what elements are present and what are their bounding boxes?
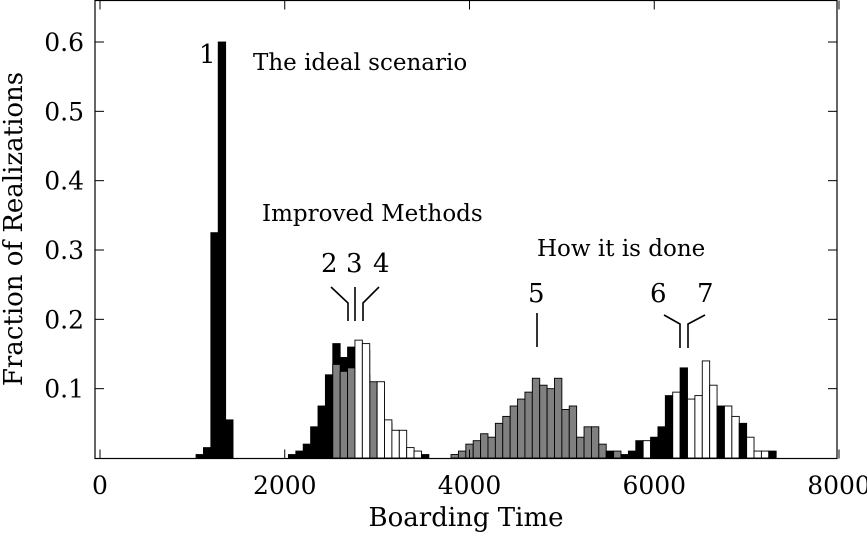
histogram-bar	[369, 381, 378, 459]
y-tick-labels: 0.1 0.2 0.3 0.4 0.5 0.6	[44, 28, 84, 404]
x-tick-label: 6000	[622, 471, 686, 500]
histogram-bar	[347, 367, 356, 459]
histogram-bar	[635, 440, 644, 459]
x-axis-label: Boarding Time	[369, 503, 564, 533]
annotation-how-it-is-done: How it is done	[537, 236, 705, 262]
histogram-bar	[687, 398, 696, 459]
y-tick-label: 0.6	[44, 28, 84, 57]
histogram-bar	[324, 374, 334, 459]
histogram-bar	[716, 405, 725, 459]
histogram-bar	[406, 447, 415, 459]
annotation-label-6: 6	[650, 279, 667, 309]
pointer-7	[687, 314, 706, 348]
histogram-bar	[361, 343, 371, 459]
histogram-bar	[605, 450, 615, 459]
y-tick-label: 0.1	[44, 375, 84, 404]
plot-frame	[94, 0, 838, 460]
histogram-bar	[413, 450, 422, 459]
histogram-bar	[310, 426, 319, 459]
annotation-improved-methods: Improved Methods	[262, 201, 483, 227]
histogram-bar	[517, 398, 526, 459]
histogram-bar	[546, 388, 555, 459]
histogram-bar	[295, 450, 304, 459]
annotation-ideal-scenario: The ideal scenario	[253, 50, 467, 76]
histogram-bar	[217, 41, 227, 459]
y-tick-label: 0.2	[44, 305, 84, 334]
histogram-bar	[302, 443, 312, 459]
histogram-bar	[332, 363, 341, 459]
pointer-2	[330, 286, 349, 321]
x-tick-label: 2000	[253, 471, 317, 500]
histogram-bar	[195, 454, 204, 459]
annotation-label-4: 4	[373, 249, 390, 279]
histogram-bar	[502, 415, 511, 459]
histogram-bar	[210, 232, 219, 459]
histogram-bar	[738, 422, 748, 459]
histogram-bar	[421, 454, 430, 459]
histogram-bar	[480, 433, 489, 459]
annotation-label-2: 2	[321, 249, 338, 279]
histogram-bar	[539, 384, 548, 459]
histogram-bar	[724, 405, 733, 459]
y-axis-label: Fraction of Realizations	[0, 72, 29, 386]
histogram-bar	[701, 360, 711, 459]
histogram-bar	[487, 436, 496, 459]
y-tick-label: 0.4	[44, 167, 84, 196]
annotation-label-1: 1	[199, 40, 216, 70]
x-tick-label: 8000	[807, 471, 867, 500]
histogram-bar	[768, 450, 777, 459]
histogram-bar	[509, 405, 518, 459]
histogram-bar	[457, 450, 467, 459]
histogram-bar	[354, 339, 363, 459]
x-tick-label: 4000	[438, 471, 502, 500]
histogram-bar	[494, 422, 504, 459]
histogram-bar	[531, 377, 541, 459]
histogram-bar	[450, 454, 459, 459]
histogram-bar	[694, 395, 703, 459]
histogram-bar	[398, 429, 408, 459]
histogram-bar	[225, 419, 234, 459]
histogram-bar	[287, 454, 297, 459]
axis-ticks	[95, 0, 840, 459]
histogram-bar	[384, 419, 393, 459]
x-tick-labels: 0 2000 4000 6000 8000	[92, 471, 867, 500]
histogram-bar	[391, 429, 400, 459]
histogram-bar	[598, 443, 607, 459]
histogram-bar	[576, 436, 585, 459]
pointer-4	[362, 286, 380, 321]
histogram-bar	[554, 377, 563, 459]
histogram-bar	[590, 426, 600, 459]
histogram-bar	[627, 450, 637, 459]
x-tick-label: 0	[92, 471, 108, 500]
histogram-bar	[664, 395, 674, 459]
histogram-bar	[339, 370, 349, 459]
annotation-label-5: 5	[528, 279, 545, 309]
histogram-bar	[760, 450, 770, 459]
histogram-bar	[746, 436, 755, 459]
y-tick-label: 0.3	[44, 236, 84, 265]
histogram-bar	[731, 415, 740, 459]
histogram-bar	[753, 450, 762, 459]
annotation-label-3: 3	[346, 249, 363, 279]
histogram-bar	[203, 447, 212, 459]
histogram-bar	[472, 440, 482, 459]
histogram-bar	[613, 450, 622, 459]
annotation-label-7: 7	[697, 279, 714, 309]
histogram-bar	[672, 391, 681, 459]
annotation-pointer-lines	[330, 286, 706, 348]
pointer-6	[663, 314, 681, 348]
histogram-bar	[376, 381, 385, 459]
histogram-bar	[679, 367, 688, 459]
histogram-bar	[561, 409, 570, 459]
histogram-bar	[642, 440, 651, 459]
histogram-bar	[620, 454, 629, 459]
histogram-bar	[524, 391, 533, 459]
histogram-bar	[583, 426, 592, 459]
histogram-bar	[317, 405, 326, 459]
histogram-bar	[657, 426, 666, 459]
histogram-bar	[568, 405, 578, 459]
y-tick-label: 0.5	[44, 97, 84, 126]
histogram-bar	[709, 384, 718, 459]
